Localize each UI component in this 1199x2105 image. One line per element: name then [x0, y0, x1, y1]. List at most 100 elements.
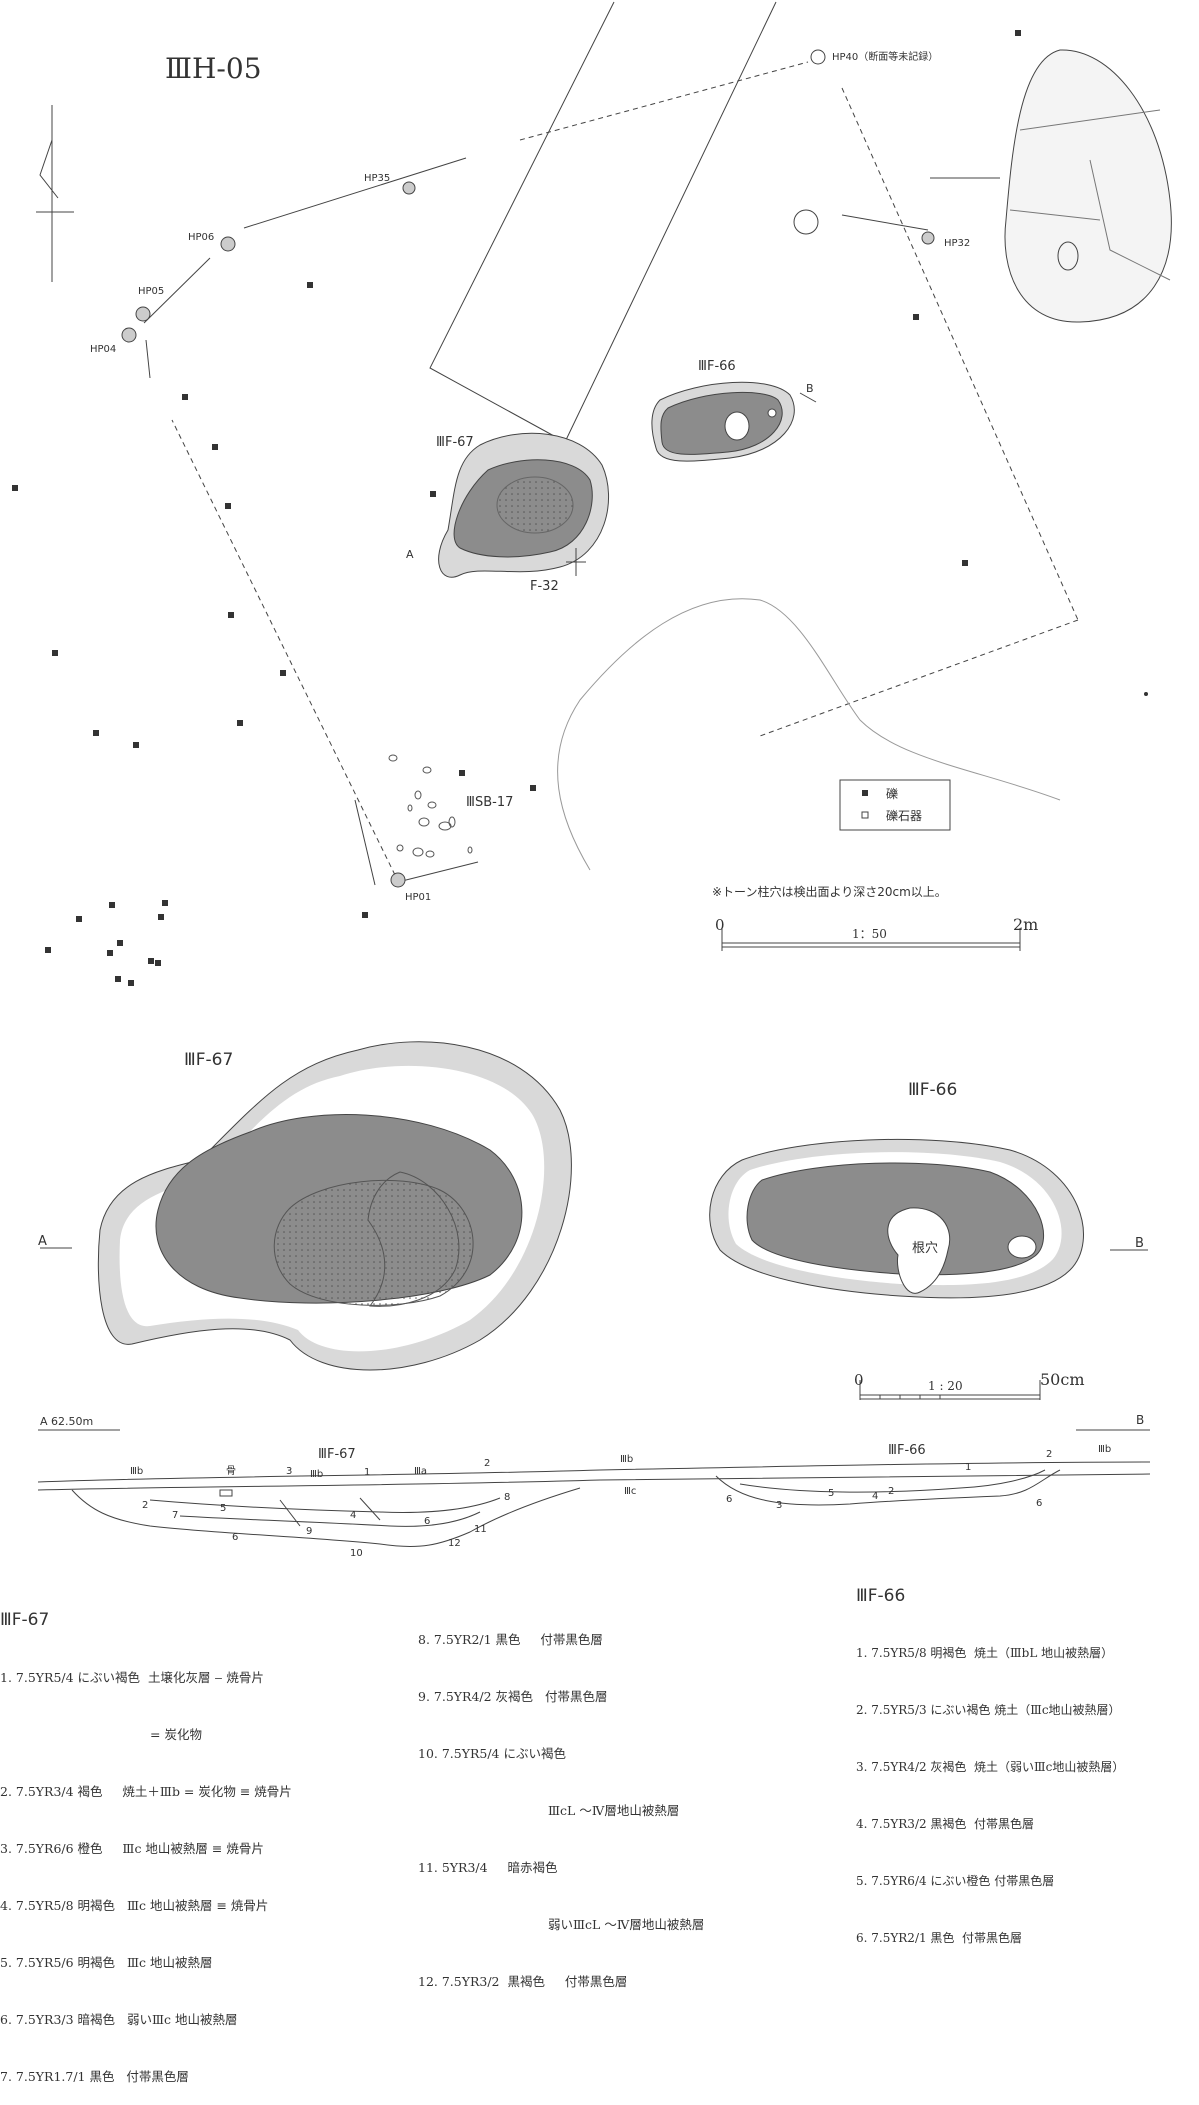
sec-iiib-far: Ⅲb	[1098, 1444, 1111, 1455]
hp05-circle	[135, 306, 151, 322]
excavation-figure: ⅢH-05	[12, 1, 1172, 1559]
gravel-legend-label: 礫	[886, 786, 898, 801]
scale20-zero: 0	[854, 1371, 864, 1389]
sec-num-3: 3	[286, 1466, 292, 1477]
sec-num-1: 1	[364, 1467, 370, 1478]
hp04-label: HP04	[90, 344, 116, 355]
sec-num-8: 8	[504, 1492, 510, 1503]
scale50-ratio: 1：50	[852, 927, 887, 941]
sec-iiib-left: Ⅲb	[130, 1466, 143, 1477]
north-arrow-icon	[36, 105, 74, 282]
sec66-num-2: 2	[1046, 1449, 1052, 1460]
f66-desc-line: 5. 7.5YR6/4 にぶい橙色 付帯黒色層	[856, 1874, 1055, 1888]
trench-outline	[429, 1, 777, 443]
scale-bar-50: 0 1：50 2m	[715, 915, 1038, 951]
large-stone-drawing	[1004, 49, 1172, 323]
sec-num-2: 2	[484, 1458, 490, 1469]
hp35-circle	[402, 181, 416, 195]
f67-desc-line: 11. 5YR3/4 暗赤褐色	[418, 1860, 558, 1875]
section-profile: A 62.50m B ⅢF-67 ⅢF-66 Ⅲb 骨 Ⅲb Ⅲa Ⅲb Ⅲc …	[37, 1413, 1151, 1559]
post-holes	[121, 49, 935, 888]
sec66-num-6: 6	[726, 1494, 732, 1505]
sec-bone: 骨	[226, 1465, 236, 1477]
hp05-label: HP05	[138, 286, 164, 297]
hp01-circle	[390, 872, 406, 888]
f67-desc-line: 10. 7.5YR5/4 にぶい褐色	[418, 1746, 566, 1761]
f66-desc-line: 2. 7.5YR5/3 にぶい褐色 焼土（Ⅲc地山被熱層）	[856, 1703, 1121, 1717]
f66-section	[715, 1469, 1061, 1506]
sec-iiic: Ⅲc	[624, 1486, 636, 1497]
f67-detail-title: ⅢF-67	[184, 1050, 233, 1070]
f67-a-mark: A	[406, 548, 414, 561]
f66-desc-title: ⅢF-66	[856, 1586, 906, 1606]
f66-plan-label: ⅢF-66	[698, 359, 736, 374]
f67-desc-line: 6. 7.5YR3/3 暗褐色 弱いⅢc 地山被熱層	[0, 2012, 238, 2027]
f66-desc-line: 6. 7.5YR2/1 黒色 付帯黒色層	[856, 1931, 1023, 1945]
hp32-circle	[921, 231, 935, 245]
f67-desc-line: ⅢcL ～Ⅳ層地山被熱層	[548, 1803, 680, 1818]
f67-desc-line: 7. 7.5YR1.7/1 黒色 付帯黒色層	[0, 2069, 189, 2084]
hp35-label: HP35	[364, 173, 390, 184]
f67-desc-line: 8. 7.5YR2/1 黒色 付帯黒色層	[418, 1632, 603, 1647]
f66-descriptions: ⅢF-66 1. 7.5YR5/8 明褐色 焼土（ⅢbL 地山被熱層） 2. 7…	[856, 1548, 1124, 1967]
section-f66-title: ⅢF-66	[888, 1443, 926, 1458]
sec-num-4: 4	[350, 1510, 356, 1521]
hp32-label: HP32	[944, 238, 970, 249]
f67-descriptions: ⅢF-67 1. 7.5YR5/4 にぶい褐色 土壌化灰層 ‒ 焼骨片 = 炭化…	[0, 1572, 292, 2105]
sec-num-6b: 6	[232, 1532, 238, 1543]
f67-desc-title: ⅢF-67	[0, 1610, 50, 1630]
f66-plan	[651, 381, 817, 462]
sec-num-9: 9	[306, 1526, 312, 1537]
sec66-num-1: 1	[965, 1462, 971, 1473]
iiib-line	[37, 1473, 1151, 1491]
sec-iiib-right: Ⅲb	[620, 1454, 633, 1465]
f66-desc-line: 3. 7.5YR4/2 灰褐色 焼土（弱いⅢc地山被熱層）	[856, 1760, 1125, 1774]
small-pit	[793, 209, 819, 235]
f67-desc-line: 2. 7.5YR3/4 褐色 焼土＋Ⅲb = 炭化物 ≡ 焼骨片	[0, 1784, 292, 1799]
surface-line	[37, 1461, 1151, 1483]
hp01-label: HP01	[405, 892, 431, 903]
hp40-label: HP40（断面等未記録）	[832, 50, 938, 63]
plan-note: ※トーン柱穴は検出面より深さ20cm以上。	[712, 884, 947, 899]
scale20-ratio: 1 : 20	[928, 1379, 963, 1393]
section-f67-title: ⅢF-67	[318, 1447, 356, 1462]
sec66-num-6b: 6	[1036, 1498, 1042, 1509]
scale50-end: 2m	[1013, 915, 1038, 934]
f67-desc-line: = 炭化物	[150, 1727, 202, 1742]
f67-desc-line: 1. 7.5YR5/4 にぶい褐色 土壌化灰層 ‒ 焼骨片	[0, 1670, 264, 1685]
hp40-circle	[810, 49, 826, 65]
house-outline-solid	[143, 157, 1000, 886]
f66-desc-line: 4. 7.5YR3/2 黒褐色 付帯黒色層	[856, 1817, 1035, 1831]
plan-view: ⅢH-05	[12, 1, 1172, 986]
detail-b-label: B	[1135, 1236, 1144, 1251]
f66-desc-line: 1. 7.5YR5/8 明褐色 焼土（ⅢbL 地山被熱層）	[856, 1646, 1114, 1660]
f67-descriptions-right: 8. 7.5YR2/1 黒色 付帯黒色層 9. 7.5YR4/2 灰褐色 付帯黒…	[418, 1592, 704, 2010]
gravel-tool-legend-icon	[861, 811, 869, 819]
gravel-legend-icon	[862, 790, 868, 796]
scale20-end: 50cm	[1040, 1370, 1085, 1389]
f67-desc-line: 4. 7.5YR5/8 明褐色 Ⅲc 地山被熱層 ≡ 焼骨片	[0, 1898, 269, 1913]
hp06-circle	[220, 236, 236, 252]
f66-b-mark: B	[806, 382, 814, 395]
plan-legend: 礫 礫石器	[839, 779, 951, 831]
scale50-zero: 0	[715, 916, 725, 934]
sec66-num-5: 5	[828, 1488, 834, 1499]
f32-plan-label: F-32	[530, 579, 559, 594]
f67-desc-line: 3. 7.5YR6/6 橙色 Ⅲc 地山被熱層 ≡ 焼骨片	[0, 1841, 264, 1856]
section-b-label: B	[1136, 1413, 1144, 1427]
root-hole-label: 根穴	[912, 1241, 938, 1256]
sec66-num-3: 3	[776, 1500, 782, 1511]
plan-title: ⅢH-05	[165, 52, 262, 85]
sec-num-7: 7	[172, 1510, 178, 1521]
sec-num-5: 5	[220, 1503, 226, 1514]
sec-iiib-mid: Ⅲb	[310, 1469, 323, 1480]
scale-bar-20: 0 1 : 20 50cm	[854, 1370, 1085, 1400]
sec-num-6: 6	[424, 1516, 430, 1527]
house-outline	[171, 61, 1079, 876]
sec-num-12: 12	[448, 1538, 461, 1549]
f67-desc-line: 5. 7.5YR5/6 明褐色 Ⅲc 地山被熱層	[0, 1955, 213, 1970]
f67-plan-label: ⅢF-67	[436, 435, 474, 450]
sec66-num-2b: 2	[888, 1486, 894, 1497]
f66-detail-title: ⅢF-66	[908, 1080, 957, 1100]
sec-num-11: 11	[474, 1524, 487, 1535]
